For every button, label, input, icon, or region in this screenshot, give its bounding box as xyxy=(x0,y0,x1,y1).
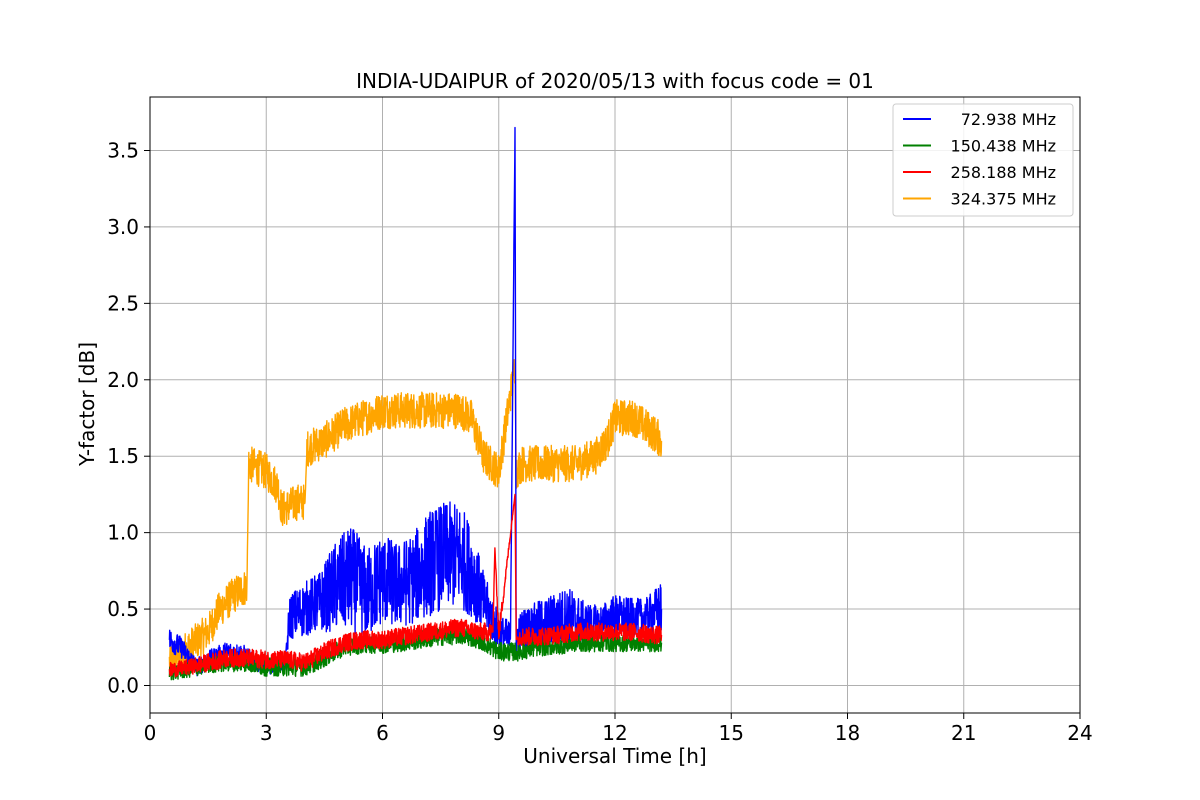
y-tick-label: 3.5 xyxy=(107,138,139,162)
series-layer xyxy=(168,126,663,681)
legend-label: 72.938 MHz xyxy=(961,110,1056,129)
y-tick-label: 1.0 xyxy=(107,521,139,545)
y-axis-label: Y-factor [dB] xyxy=(75,342,99,467)
legend-label: 258.188 MHz xyxy=(951,163,1056,182)
legend-box xyxy=(892,103,1074,217)
x-tick-label: 15 xyxy=(719,721,744,745)
y-tick-label: 0.5 xyxy=(107,597,139,621)
legend: 72.938 MHz 150.438 MHz 258.188 MHz 324.375 … xyxy=(892,103,1074,217)
series-line xyxy=(168,359,663,674)
y-tick-label: 1.5 xyxy=(107,444,139,468)
y-tick-label: 0.0 xyxy=(107,673,139,697)
x-tick-label: 9 xyxy=(492,721,505,745)
tick-layer: 0 3 6 9 12 15 18 21 24 0.0 0.5 1.0 1.5 2.0 2.5 3.0 3.5 xyxy=(107,138,1093,745)
y-tick-label: 3.0 xyxy=(107,215,139,239)
x-tick-label: 12 xyxy=(602,721,627,745)
x-tick-label: 18 xyxy=(835,721,860,745)
legend-label: 150.438 MHz xyxy=(951,137,1056,156)
series-line xyxy=(168,493,663,678)
chart-title: INDIA-UDAIPUR of 2020/05/13 with focus c… xyxy=(356,69,874,93)
x-axis-label: Universal Time [h] xyxy=(523,744,706,768)
x-tick-label: 24 xyxy=(1067,721,1092,745)
x-tick-label: 3 xyxy=(260,721,273,745)
x-tick-label: 0 xyxy=(144,721,157,745)
x-tick-label: 21 xyxy=(951,721,976,745)
y-tick-label: 2.0 xyxy=(107,368,139,392)
y-tick-label: 2.5 xyxy=(107,291,139,315)
x-tick-label: 6 xyxy=(376,721,389,745)
legend-label: 324.375 MHz xyxy=(951,190,1056,209)
